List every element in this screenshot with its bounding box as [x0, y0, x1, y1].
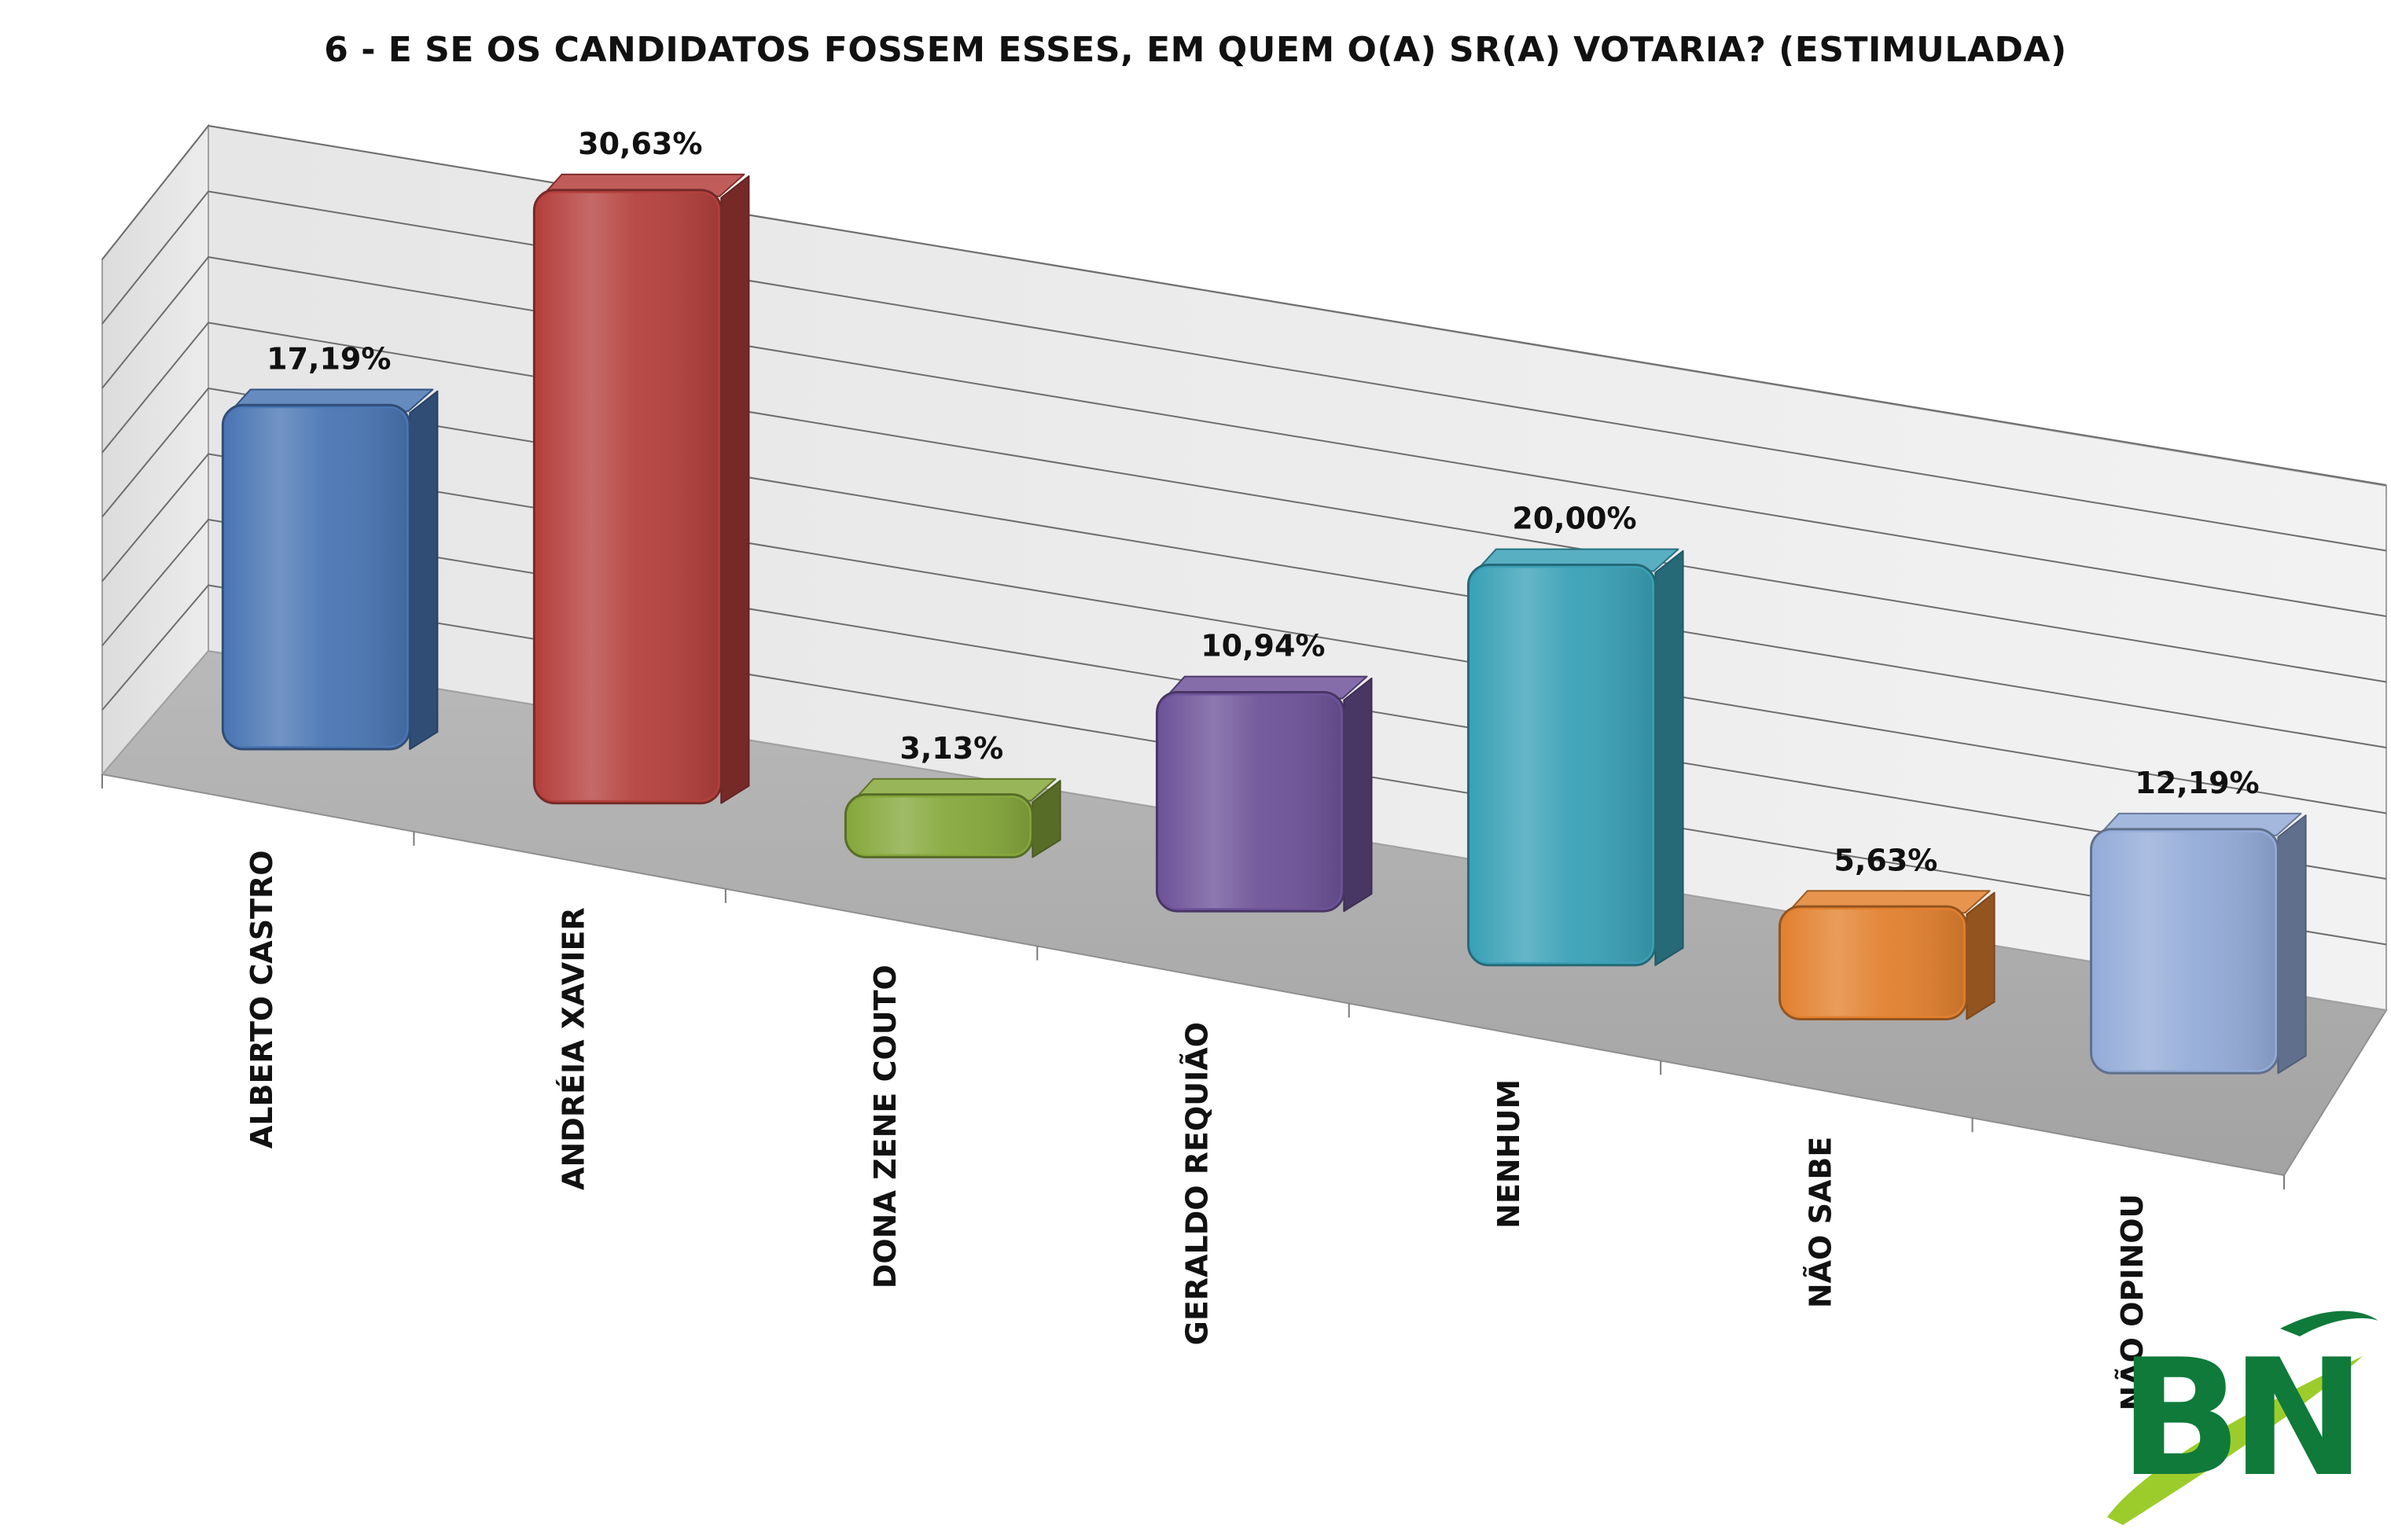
- bar-shine: [1782, 910, 1964, 1016]
- gridline: [101, 124, 2387, 486]
- value-label: 3,13%: [899, 731, 1003, 766]
- bar: [1466, 548, 1684, 967]
- value-label: 30,63%: [578, 127, 702, 161]
- value-label: 17,19%: [267, 341, 391, 376]
- category-label: ALBERTO CASTRO: [245, 850, 279, 1149]
- logo-text: BN: [2119, 1325, 2355, 1512]
- bar-shine: [848, 797, 1030, 855]
- logo-swoosh-top: [2280, 1310, 2378, 1336]
- bar-side: [720, 175, 750, 804]
- gridline: [101, 255, 2387, 617]
- bar-side: [409, 390, 439, 750]
- bar: [2090, 812, 2307, 1075]
- axis-ticks: [101, 774, 2285, 1189]
- value-label: 10,94%: [1201, 629, 1325, 663]
- category-label: ANDRÉIA XAVIER: [557, 907, 591, 1190]
- bars: [221, 173, 2307, 1075]
- bar-shine: [537, 193, 719, 800]
- bar: [532, 173, 750, 805]
- bar-side: [1654, 549, 1684, 966]
- bar: [1155, 675, 1373, 913]
- category-label: NÃO OPINOU: [2115, 1194, 2150, 1411]
- bar-side: [1343, 677, 1373, 913]
- value-label: 12,19%: [2135, 766, 2259, 800]
- bar-shine: [1160, 695, 1341, 909]
- bar: [844, 777, 1061, 858]
- value-labels: 17,19% 30,63% 3,13% 10,94% 20,00% 5,63% 12,19%: [267, 127, 2259, 877]
- category-label: DONA ZENE COUTO: [868, 965, 903, 1288]
- gridline: [101, 190, 2387, 552]
- chart-title: 6 - E SE OS CANDIDATOS FOSSEM ESSES, EM …: [324, 30, 2067, 70]
- category-label: NÃO SABE: [1803, 1137, 1837, 1308]
- bar: [221, 388, 439, 751]
- logo-swoosh: [2107, 1356, 2363, 1525]
- category-label: GERALDO REQUIÃO: [1180, 1022, 1215, 1345]
- bar-side: [2277, 814, 2307, 1075]
- category-labels: ALBERTO CASTRO ANDRÉIA XAVIER DONA ZENE CO…: [245, 850, 2150, 1410]
- bn-logo: BN: [2107, 1310, 2378, 1525]
- category-label: NENHUM: [1492, 1079, 1526, 1229]
- bar-shine: [1471, 568, 1653, 962]
- bar-shine: [2094, 832, 2275, 1071]
- value-label: 20,00%: [1512, 502, 1636, 536]
- value-label: 5,63%: [1834, 843, 1938, 877]
- bar-shine: [226, 408, 407, 746]
- bar-side: [1966, 891, 1996, 1020]
- bar: [1779, 890, 1996, 1020]
